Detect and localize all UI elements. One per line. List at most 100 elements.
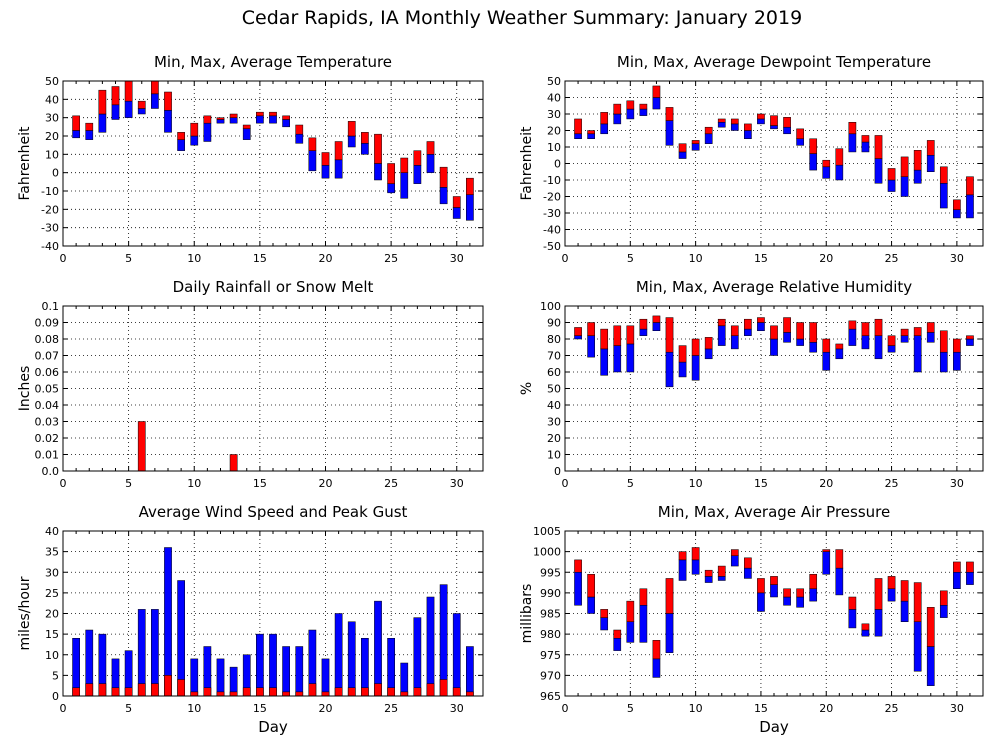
- y-tick-label: -40: [41, 240, 59, 253]
- x-tick-label: 30: [450, 702, 464, 715]
- x-tick-label: 20: [319, 477, 333, 490]
- bar-avg-speed: [387, 687, 395, 697]
- bar-avg-max: [874, 318, 883, 336]
- bar-min-avg: [665, 351, 674, 388]
- bar-min-avg: [757, 322, 765, 331]
- bar-avg-max: [704, 337, 713, 350]
- x-tick-label: 10: [689, 702, 703, 715]
- y-tick-label: 995: [540, 566, 561, 579]
- bar-min-avg: [387, 183, 395, 194]
- bar-min-avg: [848, 609, 857, 629]
- y-axis-label: Fahrenheit: [519, 126, 535, 201]
- bar-avg-max: [966, 561, 974, 573]
- bars-humidity: [574, 315, 974, 388]
- bar-min-avg: [587, 335, 595, 358]
- plot-frame: [564, 530, 984, 697]
- y-tick-label: 40: [547, 399, 561, 412]
- bar-avg-max: [387, 163, 395, 184]
- bar-avg-max: [835, 549, 844, 569]
- x-tick-label: 0: [60, 702, 67, 715]
- bar-avg-max: [822, 159, 831, 168]
- bar-avg-speed: [426, 683, 435, 697]
- chart-title: Min, Max, Average Relative Humidity: [636, 278, 912, 296]
- x-tick-label: 0: [60, 252, 67, 265]
- bar-min-avg: [704, 576, 713, 583]
- bar-avg-max: [861, 322, 870, 336]
- bar-avg-speed: [203, 687, 212, 697]
- x-tick-label: 30: [450, 252, 464, 265]
- bar-avg-max: [652, 85, 661, 98]
- bar-avg-max: [887, 576, 896, 589]
- bar-avg-max: [887, 335, 896, 346]
- bar-avg-max: [626, 325, 635, 345]
- bar-min-avg: [809, 153, 818, 171]
- y-axis-label: Fahrenheit: [17, 126, 33, 201]
- y-tick-label: 25: [45, 587, 59, 600]
- bar-avg-max: [717, 565, 726, 577]
- bar-min-avg: [953, 572, 961, 589]
- bar-min-avg: [691, 559, 700, 575]
- bar-avg-speed: [400, 691, 409, 697]
- bar-min-avg: [900, 335, 909, 343]
- bar-min-avg: [796, 138, 804, 146]
- bar-avg-max: [953, 561, 961, 573]
- bar-min-avg: [926, 155, 935, 172]
- bar-avg-max: [347, 121, 356, 137]
- bar-avg-max: [439, 166, 448, 188]
- bar-min-avg: [757, 118, 765, 125]
- bar-avg-max: [574, 327, 582, 336]
- bar-min-avg: [861, 141, 870, 153]
- bar-min-avg: [874, 609, 883, 637]
- bar-avg-max: [374, 133, 382, 164]
- y-tick-label: 0.04: [35, 399, 60, 412]
- y-tick-label: 0.09: [35, 317, 60, 330]
- bar-avg-max: [256, 111, 264, 117]
- bar-avg-max: [848, 122, 857, 135]
- bar-min-avg: [770, 125, 778, 130]
- bar-avg-max: [874, 578, 883, 610]
- bar-avg-max: [874, 135, 883, 159]
- bar-avg-speed: [321, 691, 330, 697]
- bar-min-avg: [229, 117, 238, 124]
- bar-avg-speed: [85, 683, 94, 697]
- bar-avg-max: [691, 547, 700, 561]
- bar-min-avg: [321, 165, 330, 179]
- bar-min-avg: [613, 638, 622, 651]
- bar-avg-max: [137, 100, 146, 109]
- bar-min-avg: [744, 328, 752, 336]
- bar-avg-max: [783, 588, 791, 598]
- bar-avg-max: [835, 343, 844, 350]
- y-tick-label: 10: [45, 649, 59, 662]
- bar-peak-gust: [177, 580, 185, 697]
- bar-avg-max: [269, 111, 277, 117]
- bar-avg-speed: [190, 691, 199, 697]
- bar-avg-max: [900, 328, 909, 336]
- bar-min-avg: [809, 342, 818, 353]
- bar-avg-max: [124, 80, 133, 102]
- bar-avg-speed: [164, 675, 172, 697]
- bar-avg-max: [822, 338, 831, 353]
- y-tick-label: 985: [540, 608, 561, 621]
- bar-avg-speed: [282, 691, 290, 697]
- bar-avg-max: [334, 141, 343, 161]
- y-tick-label: 0: [554, 465, 561, 478]
- x-axis-label: Day: [258, 718, 288, 736]
- bar-min-avg: [704, 348, 713, 360]
- y-tick-label: 80: [547, 333, 561, 346]
- bars-pressure: [574, 547, 974, 686]
- bar-min-avg: [452, 207, 461, 219]
- y-tick-label: -20: [41, 203, 59, 216]
- bar-min-avg: [861, 629, 870, 637]
- bar-avg-max: [151, 80, 159, 95]
- bar-avg-max: [770, 576, 778, 585]
- bar-avg-max: [574, 559, 582, 573]
- bar-avg-max: [691, 338, 700, 356]
- bar-avg-speed: [334, 687, 343, 697]
- bar-avg-max: [665, 578, 674, 614]
- bars-wind: [72, 547, 474, 697]
- bar-peak-gust: [374, 600, 382, 697]
- bar-avg-max: [600, 609, 609, 618]
- bar-min-avg: [361, 143, 369, 155]
- plot-frame: [62, 80, 484, 247]
- bar-min-avg: [216, 119, 225, 124]
